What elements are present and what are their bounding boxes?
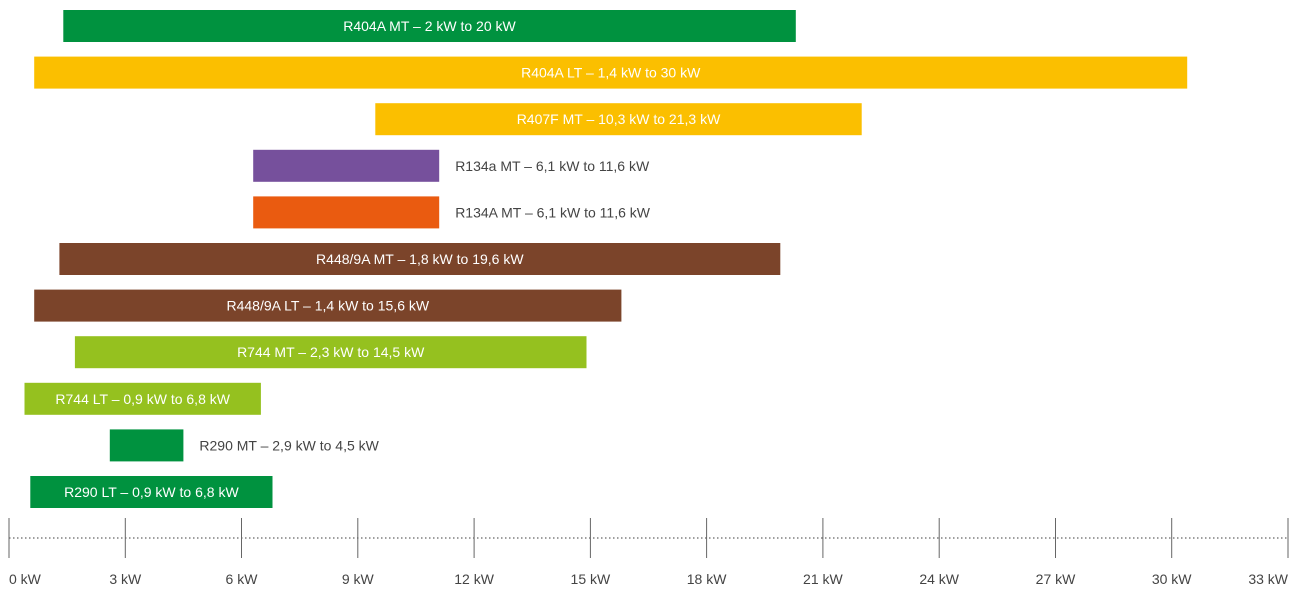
- bar-label-8: R744 LT – 0,9 kW to 6,8 kW: [55, 391, 230, 407]
- bar-label-6: R448/9A LT – 1,4 kW to 15,6 kW: [227, 298, 430, 314]
- bar-1: [34, 56, 1188, 89]
- bar-label-5: R448/9A MT – 1,8 kW to 19,6 kW: [316, 251, 524, 267]
- x-tick-label-11: 33 kW: [1248, 571, 1288, 587]
- bar-4: [253, 196, 440, 229]
- x-tick-label-6: 18 kW: [687, 571, 727, 587]
- bar-label-2: R407F MT – 10,3 kW to 21,3 kW: [517, 111, 721, 127]
- x-axis: 0 kW 3 kW 6 kW 9 kW 12 kW 15 kW 18 kW 21 kW 24 k…: [8, 518, 1289, 587]
- x-tick-label-10: 30 kW: [1152, 571, 1192, 587]
- x-tick-label-2: 6 kW: [226, 571, 259, 587]
- bar-0: [63, 10, 796, 42]
- bar-7: [74, 336, 587, 369]
- bar-8: [24, 382, 261, 415]
- bar-label-9: R290 MT – 2,9 kW to 4,5 kW: [199, 437, 379, 453]
- x-tick-label-8: 24 kW: [919, 571, 959, 587]
- x-tick-label-4: 12 kW: [454, 571, 494, 587]
- bar-10: [30, 476, 273, 508]
- bar-label-7: R744 MT – 2,3 kW to 14,5 kW: [237, 344, 425, 360]
- x-tick-label-7: 21 kW: [803, 571, 843, 587]
- bar-3: [253, 149, 440, 182]
- x-tick-label-9: 27 kW: [1036, 571, 1076, 587]
- bar-2: [375, 103, 862, 136]
- x-tick-label-3: 9 kW: [342, 571, 375, 587]
- x-tick-label-0: 0 kW: [9, 571, 42, 587]
- bar-5: [59, 243, 781, 275]
- bars-layer: R404A MT – 2 kW to 20 kW R404A LT – 1,4 k…: [24, 10, 1188, 508]
- bar-9: [109, 429, 184, 462]
- x-tick-label-5: 15 kW: [571, 571, 611, 587]
- bar-label-1: R404A LT – 1,4 kW to 30 kW: [521, 65, 701, 81]
- x-tick-label-1: 3 kW: [109, 571, 142, 587]
- bar-label-0: R404A MT – 2 kW to 20 kW: [343, 18, 516, 34]
- bar-6: [34, 289, 622, 322]
- bar-label-10: R290 LT – 0,9 kW to 6,8 kW: [64, 484, 239, 500]
- bar-label-4: R134A MT – 6,1 kW to 11,6 kW: [455, 204, 651, 220]
- bar-label-3: R134a MT – 6,1 kW to 11,6 kW: [455, 158, 650, 174]
